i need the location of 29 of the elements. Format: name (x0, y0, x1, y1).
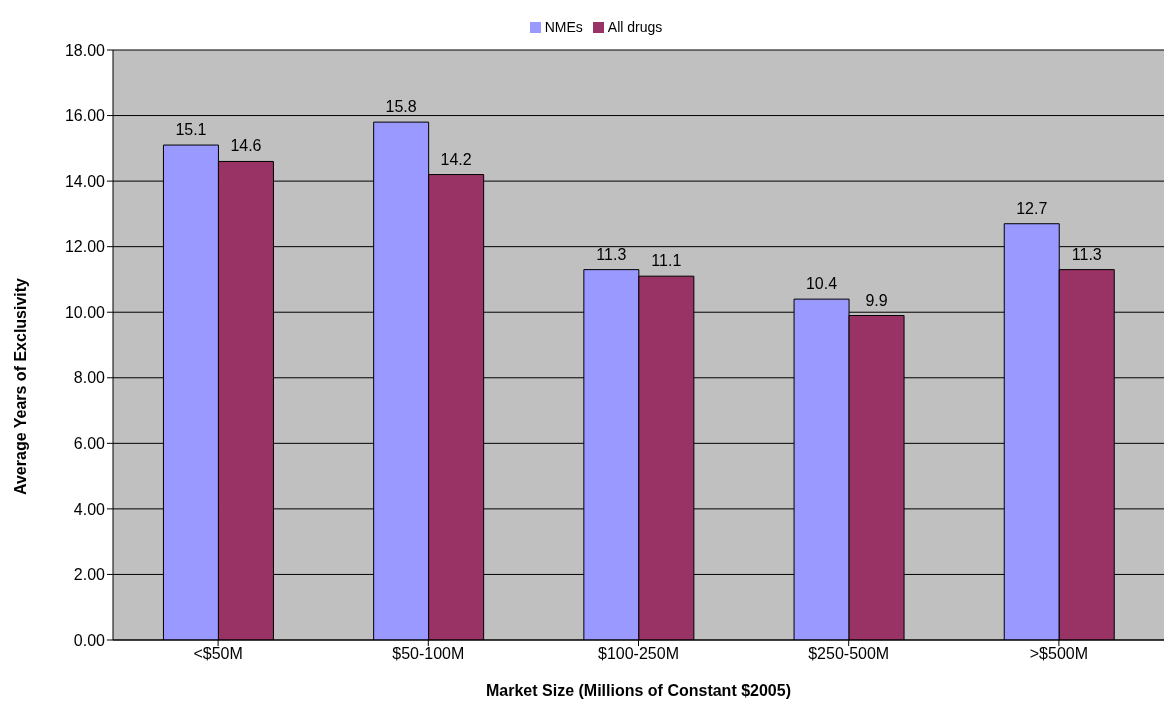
x-tick-label: >$500M (1029, 645, 1089, 663)
y-tick-label: 4.00 (73, 500, 106, 518)
data-label: 9.9 (865, 291, 888, 309)
data-label: 11.1 (651, 252, 682, 270)
x-tick-label: <$50M (193, 645, 243, 663)
legend-label: NMEs (544, 19, 583, 35)
x-tick-label: $250-500M (808, 645, 890, 663)
y-tick-label: 18.00 (64, 41, 106, 59)
data-label: 11.3 (1071, 245, 1102, 263)
data-label: 14.6 (230, 137, 262, 155)
data-label: 11.3 (596, 245, 627, 263)
y-tick-label: 6.00 (73, 435, 106, 453)
data-label: 14.2 (440, 150, 472, 168)
y-tick-label: 0.00 (73, 631, 106, 649)
y-tick-label: 16.00 (64, 107, 106, 125)
x-tick-label: $50-100M (392, 645, 465, 663)
y-tick-label: 12.00 (64, 238, 106, 256)
y-tick-label: 2.00 (73, 566, 106, 584)
y-tick-label: 8.00 (73, 369, 106, 387)
y-axis-title: Average Years of Exclusivity (11, 277, 29, 495)
data-label: 15.1 (175, 121, 207, 139)
x-tick-label: $100-250M (598, 645, 679, 663)
x-axis-title: Market Size (Millions of Constant $2005) (486, 682, 791, 699)
data-label: 10.4 (805, 275, 838, 293)
data-label: 15.8 (385, 98, 417, 116)
data-label: 12.7 (1016, 199, 1048, 217)
y-tick-label: 14.00 (64, 172, 106, 190)
y-tick-label: 10.00 (64, 303, 106, 321)
legend-label: All drugs (607, 19, 663, 35)
